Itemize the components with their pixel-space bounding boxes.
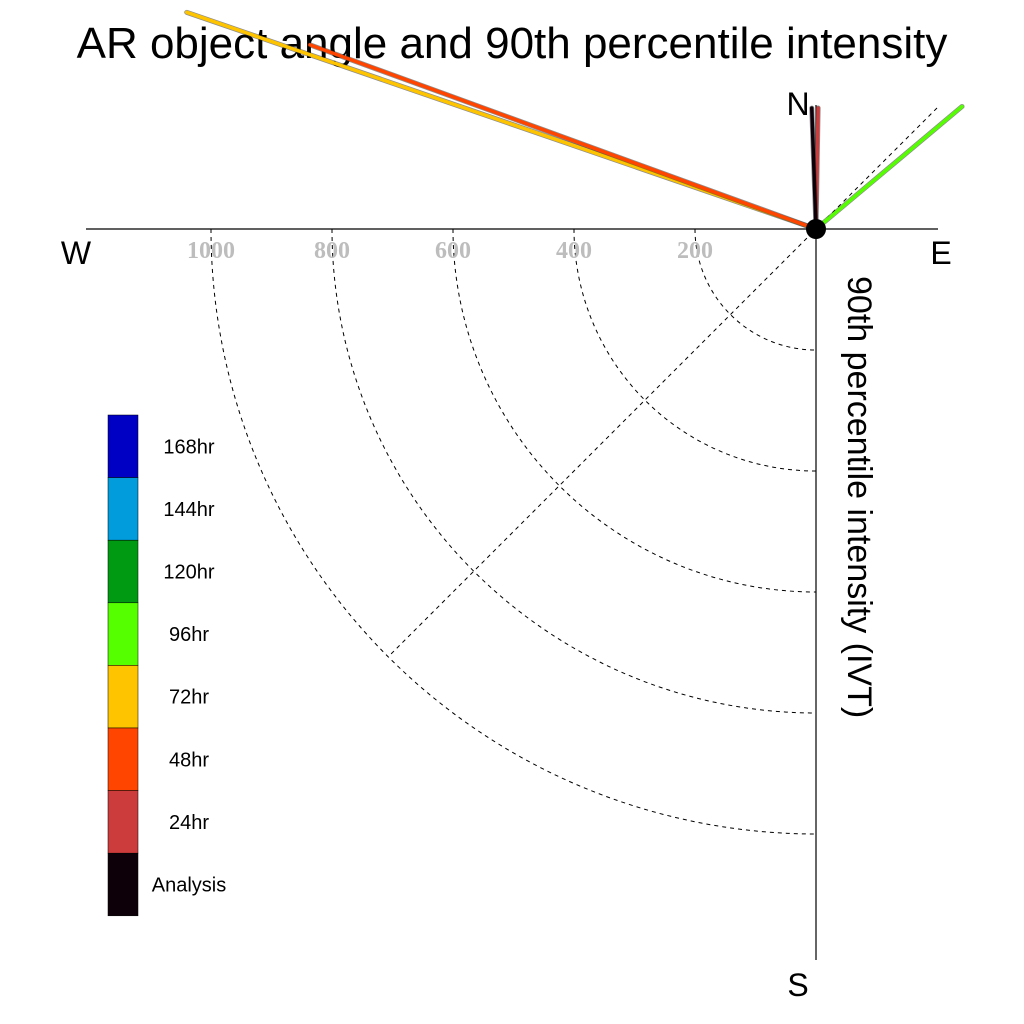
legend-swatch bbox=[107, 790, 139, 854]
legend-swatch bbox=[107, 602, 139, 666]
series-line-48hr bbox=[307, 42, 819, 232]
y-axis-label: 90th percentile intensity (IVT) bbox=[840, 276, 878, 718]
radial-tick-label: 400 bbox=[556, 238, 592, 264]
origin-marker bbox=[806, 219, 826, 239]
legend-label: 72hr bbox=[169, 687, 209, 709]
radial-tick-labels: 200 400 600 800 1000 bbox=[187, 238, 713, 264]
compass-west-label: W bbox=[61, 235, 92, 271]
radial-tick-label: 200 bbox=[677, 238, 713, 264]
chart-title: AR object angle and 90th percentile inte… bbox=[77, 19, 948, 68]
grid-arc-1 bbox=[694, 228, 817, 351]
compass-east-label: E bbox=[930, 235, 951, 271]
legend-swatch bbox=[107, 852, 139, 917]
radial-tick-label: 800 bbox=[314, 238, 350, 264]
legend-label: 96hr bbox=[169, 624, 209, 646]
legend-label: 120hr bbox=[163, 562, 214, 584]
legend-label: 168hr bbox=[163, 436, 214, 458]
grid-arc-2 bbox=[573, 228, 817, 472]
legend-swatch bbox=[107, 477, 139, 541]
legend-label: 144hr bbox=[163, 499, 214, 521]
legend-label: Analysis bbox=[152, 875, 226, 897]
grid-arc-4 bbox=[331, 228, 817, 714]
legend-swatch bbox=[107, 665, 139, 729]
grid-diagonal bbox=[387, 107, 938, 658]
legend-swatch bbox=[107, 727, 139, 791]
legend-swatch bbox=[107, 539, 139, 604]
series-line-96hr bbox=[813, 104, 965, 232]
compass-south-label: S bbox=[787, 967, 808, 1003]
legend-swatch bbox=[107, 414, 139, 478]
legend-label: 48hr bbox=[169, 749, 209, 771]
series-line-analysis bbox=[809, 105, 819, 232]
legend: 168hr 144hr 120hr 96hr 72hr 48hr 24hr Analysis bbox=[107, 414, 226, 917]
radial-tick-label: 1000 bbox=[187, 238, 235, 264]
radial-tick-label: 600 bbox=[435, 238, 471, 264]
legend-label: 24hr bbox=[169, 812, 209, 834]
polar-grid bbox=[210, 107, 938, 835]
compass-north-label: N bbox=[786, 86, 809, 122]
series-lines bbox=[184, 9, 965, 232]
